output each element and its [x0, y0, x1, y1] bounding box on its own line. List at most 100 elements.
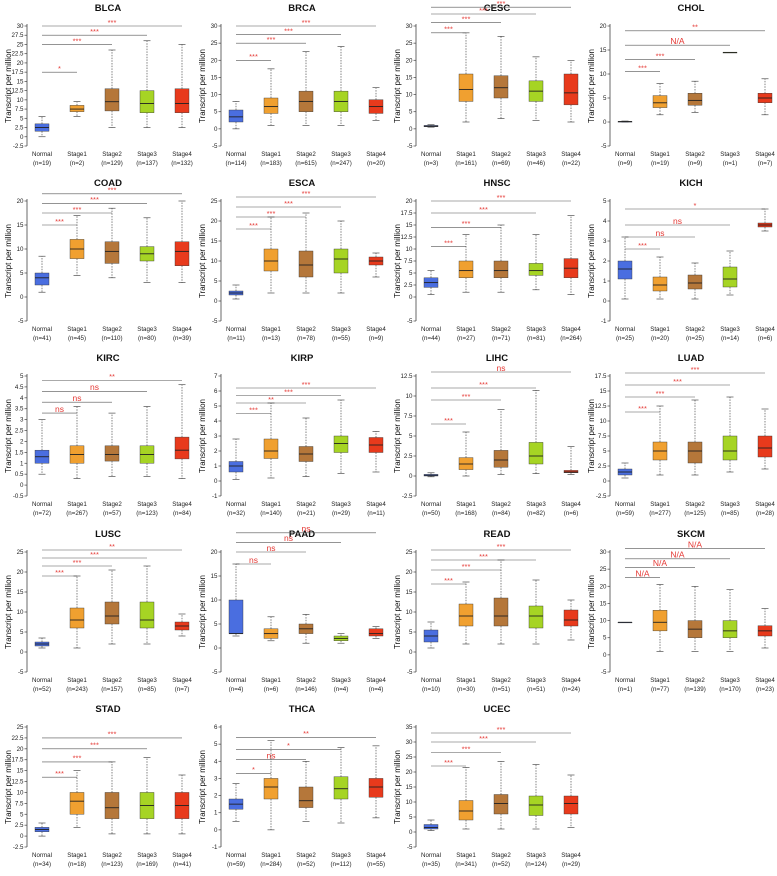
x-category-label: Stage3: [720, 151, 740, 158]
x-count-label: (n=615): [296, 160, 318, 167]
y-tick-label: 20: [17, 60, 24, 67]
chart-title: LUAD: [678, 353, 705, 364]
y-tick-label: 5: [214, 741, 218, 748]
x-count-label: (n=6): [563, 510, 578, 517]
y-tick-label: 10: [211, 597, 218, 604]
x-count-label: (n=20): [651, 335, 669, 342]
x-category-label: Stage2: [102, 151, 122, 158]
x-count-label: (n=32): [227, 510, 245, 517]
y-axis-label: Transcript per million: [198, 575, 207, 649]
chart-svg: LUAD Transcript per million -2.5 0 2.5 5 7.5 10…: [587, 353, 775, 517]
y-tick-label: 0: [214, 126, 218, 133]
x-category-label: Stage1: [67, 852, 87, 859]
x-category-label: Normal: [32, 151, 52, 158]
significance-label: **: [692, 23, 698, 32]
y-tick-label: 15: [599, 600, 606, 607]
significance-label: ***: [267, 209, 276, 218]
y-axis-label: Transcript per million: [198, 224, 207, 298]
y-axis-label: Transcript per million: [198, 750, 207, 824]
box-iqr: [493, 450, 508, 468]
box-iqr: [104, 601, 120, 624]
y-tick-label: 5: [214, 278, 218, 285]
y-tick-label: 3: [603, 238, 607, 245]
chart-panel-lihc: LIHC Transcript per million -2.5 0 2.5 5 7.5 10…: [389, 350, 583, 525]
significance-label: ***: [73, 754, 82, 763]
y-axis-label: Transcript per million: [393, 575, 402, 649]
y-tick-label: 15: [17, 589, 24, 596]
x-category-label: Stage2: [685, 677, 705, 684]
y-tick-label: 20: [405, 57, 412, 64]
chart-svg: STAD Transcript per million -2.5 0 2.5 5 7.5 10…: [4, 704, 192, 868]
box-stage1: [264, 740, 279, 830]
box-stage2: [493, 409, 508, 476]
x-count-label: (n=85): [138, 686, 156, 693]
box-stage3: [139, 217, 155, 284]
y-tick-label: 15: [17, 78, 24, 85]
y-tick-label: 12.5: [594, 403, 607, 410]
box-stage2: [687, 80, 702, 113]
x-category-label: Stage3: [526, 501, 546, 508]
box-normal: [617, 120, 632, 123]
x-count-label: (n=55): [367, 861, 385, 868]
x-category-label: Stage2: [296, 677, 316, 684]
box-stage3: [334, 46, 349, 126]
chart-panel-blca: BLCA Transcript per million -2.5 0 2.5 5 7.5 10…: [0, 0, 194, 175]
y-tick-label: 25: [211, 198, 218, 205]
y-tick-label: 20: [405, 198, 412, 205]
x-count-label: (n=170): [719, 686, 741, 693]
y-tick-label: 0: [409, 294, 413, 301]
y-tick-label: 25: [17, 724, 24, 731]
significance-label: ***: [249, 52, 258, 61]
y-tick-label: 0: [409, 473, 413, 480]
y-tick-label: 0: [20, 649, 24, 656]
chart-panel-chol: CHOL Transcript per million -5 0 5 10 15 20 *** *…: [583, 0, 777, 175]
x-count-label: (n=1): [722, 160, 737, 167]
y-tick-label: 2: [20, 439, 24, 446]
significance-label: ***: [496, 541, 505, 550]
chart-panel-kirp: KIRP Transcript per million -1 0 1 2 3 4 5 6 7 *** *…: [194, 350, 388, 525]
x-count-label: (n=29): [561, 861, 579, 868]
x-category-label: Stage4: [561, 326, 581, 333]
x-category-label: Stage1: [456, 501, 476, 508]
y-tick-label: 7.5: [403, 258, 412, 265]
x-count-label: (n=11): [367, 510, 385, 517]
box-normal: [423, 819, 438, 831]
box-normal: [423, 124, 438, 128]
y-tick-label: 2: [214, 792, 218, 799]
significance-label: **: [109, 541, 115, 550]
y-tick-label: 10: [599, 418, 606, 425]
y-tick-label: 17.5: [594, 373, 607, 380]
x-category-label: Stage1: [67, 326, 87, 333]
x-category-label: Stage2: [685, 326, 705, 333]
y-tick-label: 5: [20, 373, 24, 380]
y-tick-label: 5: [603, 634, 607, 641]
significance-label: ***: [673, 377, 682, 386]
significance-label: ***: [655, 389, 664, 398]
box-iqr: [104, 446, 120, 462]
significance-label: ns: [267, 542, 276, 552]
x-category-label: Stage2: [102, 677, 122, 684]
y-tick-label: 4: [603, 218, 607, 225]
significance-label: ***: [284, 199, 293, 208]
chart-title: THCA: [289, 704, 316, 715]
y-tick-label: 3: [214, 775, 218, 782]
significance-label: ***: [690, 365, 699, 374]
box-iqr: [69, 607, 85, 628]
y-axis-label: Transcript per million: [4, 49, 13, 123]
x-category-label: Normal: [421, 326, 441, 333]
x-count-label: (n=41): [33, 335, 51, 342]
x-count-label: (n=110): [101, 335, 122, 342]
box-stage2: [687, 585, 702, 652]
box-stage3: [528, 763, 543, 830]
x-count-label: (n=85): [721, 510, 739, 517]
x-category-label: Normal: [226, 852, 246, 859]
box-iqr: [722, 619, 737, 638]
x-count-label: (n=7): [757, 160, 772, 167]
y-tick-label: 17.5: [400, 210, 413, 217]
x-category-label: Stage4: [366, 326, 386, 333]
y-tick-label: 35: [405, 724, 412, 731]
box-iqr: [528, 263, 543, 276]
y-tick-label: 0: [20, 134, 24, 141]
y-tick-label: 0.5: [15, 472, 24, 479]
x-count-label: (n=71): [491, 335, 509, 342]
